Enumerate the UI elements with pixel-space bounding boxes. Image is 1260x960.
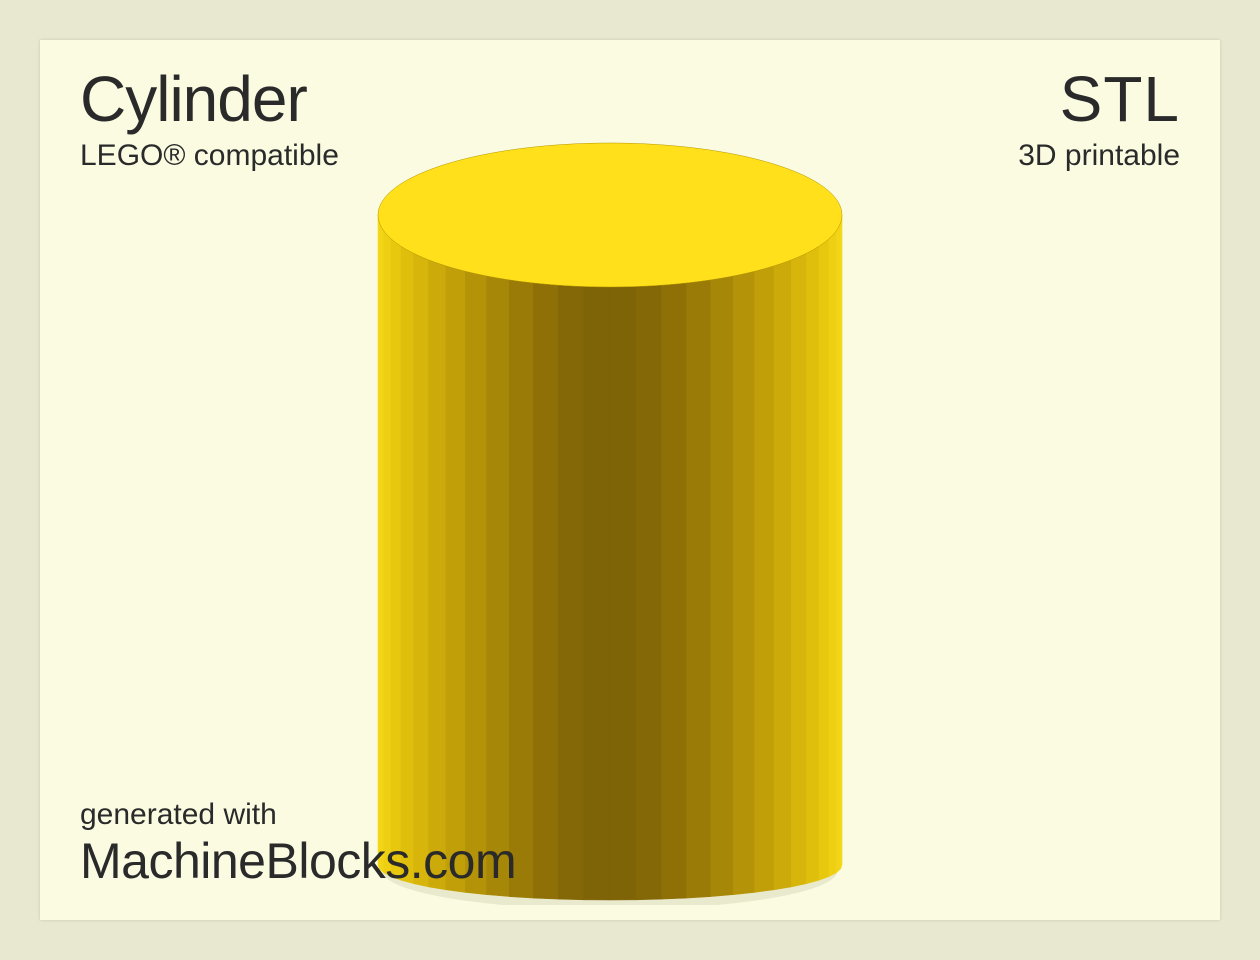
footer-site: MachineBlocks.com	[80, 832, 516, 890]
title: Cylinder	[80, 66, 339, 133]
footer-prefix: generated with	[80, 798, 516, 832]
subtitle: LEGO® compatible	[80, 139, 339, 173]
header-right: STL 3D printable	[1018, 66, 1180, 173]
card: Cylinder LEGO® compatible STL 3D printab…	[40, 40, 1220, 920]
cylinder-render	[360, 95, 860, 905]
footer: generated with MachineBlocks.com	[80, 798, 516, 890]
header-left: Cylinder LEGO® compatible	[80, 66, 339, 173]
format-title: STL	[1018, 66, 1180, 133]
format-subtitle: 3D printable	[1018, 139, 1180, 173]
